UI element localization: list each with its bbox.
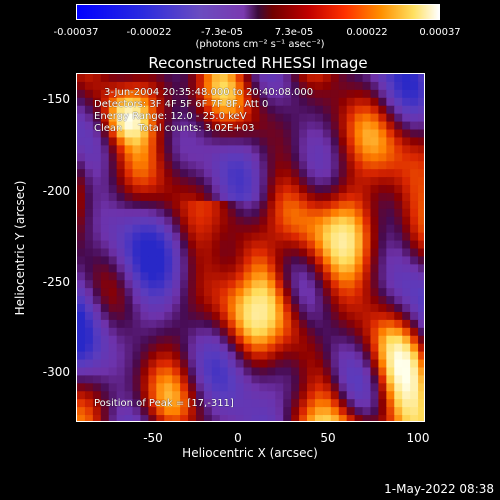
time-range-label: 3-Jun-2004 20:35:48.000 to 20:40:08.000 [104, 87, 314, 98]
colorbar-tick: -0.00022 [126, 27, 172, 38]
colorbar [76, 4, 440, 20]
y-axis-label: Heliocentric Y (arcsec) [13, 180, 27, 316]
x-tick-label: 0 [234, 431, 242, 445]
rhessi-image [76, 73, 425, 422]
colorbar-tick: 0.00037 [419, 27, 461, 38]
x-tick-label: 50 [320, 431, 336, 445]
colorbar-tick: -0.00037 [53, 27, 99, 38]
image-title: Reconstructed RHESSI Image [148, 54, 368, 72]
energy-range-label: Energy Range: 12.0 - 25.0 keV [94, 111, 247, 122]
plot-timestamp: 1-May-2022 08:38 [384, 482, 494, 496]
colorbar-tick: 7.3e-05 [274, 27, 314, 38]
x-axis-label: Heliocentric X (arcsec) [182, 446, 318, 460]
colorbar-units: (photons cm⁻² s⁻¹ asec⁻²) [195, 39, 325, 50]
detectors-label: Detectors: 3F 4F 5F 6F 7F 8F, Att 0 [94, 99, 269, 110]
x-tick-label: -50 [143, 431, 163, 445]
y-tick-label: -150 [42, 92, 70, 106]
clean-counts-label: Clean Total counts: 3.02E+03 [94, 123, 255, 134]
y-tick-label: -200 [42, 184, 70, 198]
colorbar-tick: -7.3e-05 [201, 27, 243, 38]
x-tick-label: 100 [406, 431, 430, 445]
colorbar-tick: 0.00022 [346, 27, 388, 38]
image-pixels [77, 74, 424, 421]
y-tick-label: -250 [42, 275, 70, 289]
peak-position-label: Position of Peak = [17,-311] [94, 398, 234, 409]
y-tick-label: -300 [42, 365, 70, 379]
